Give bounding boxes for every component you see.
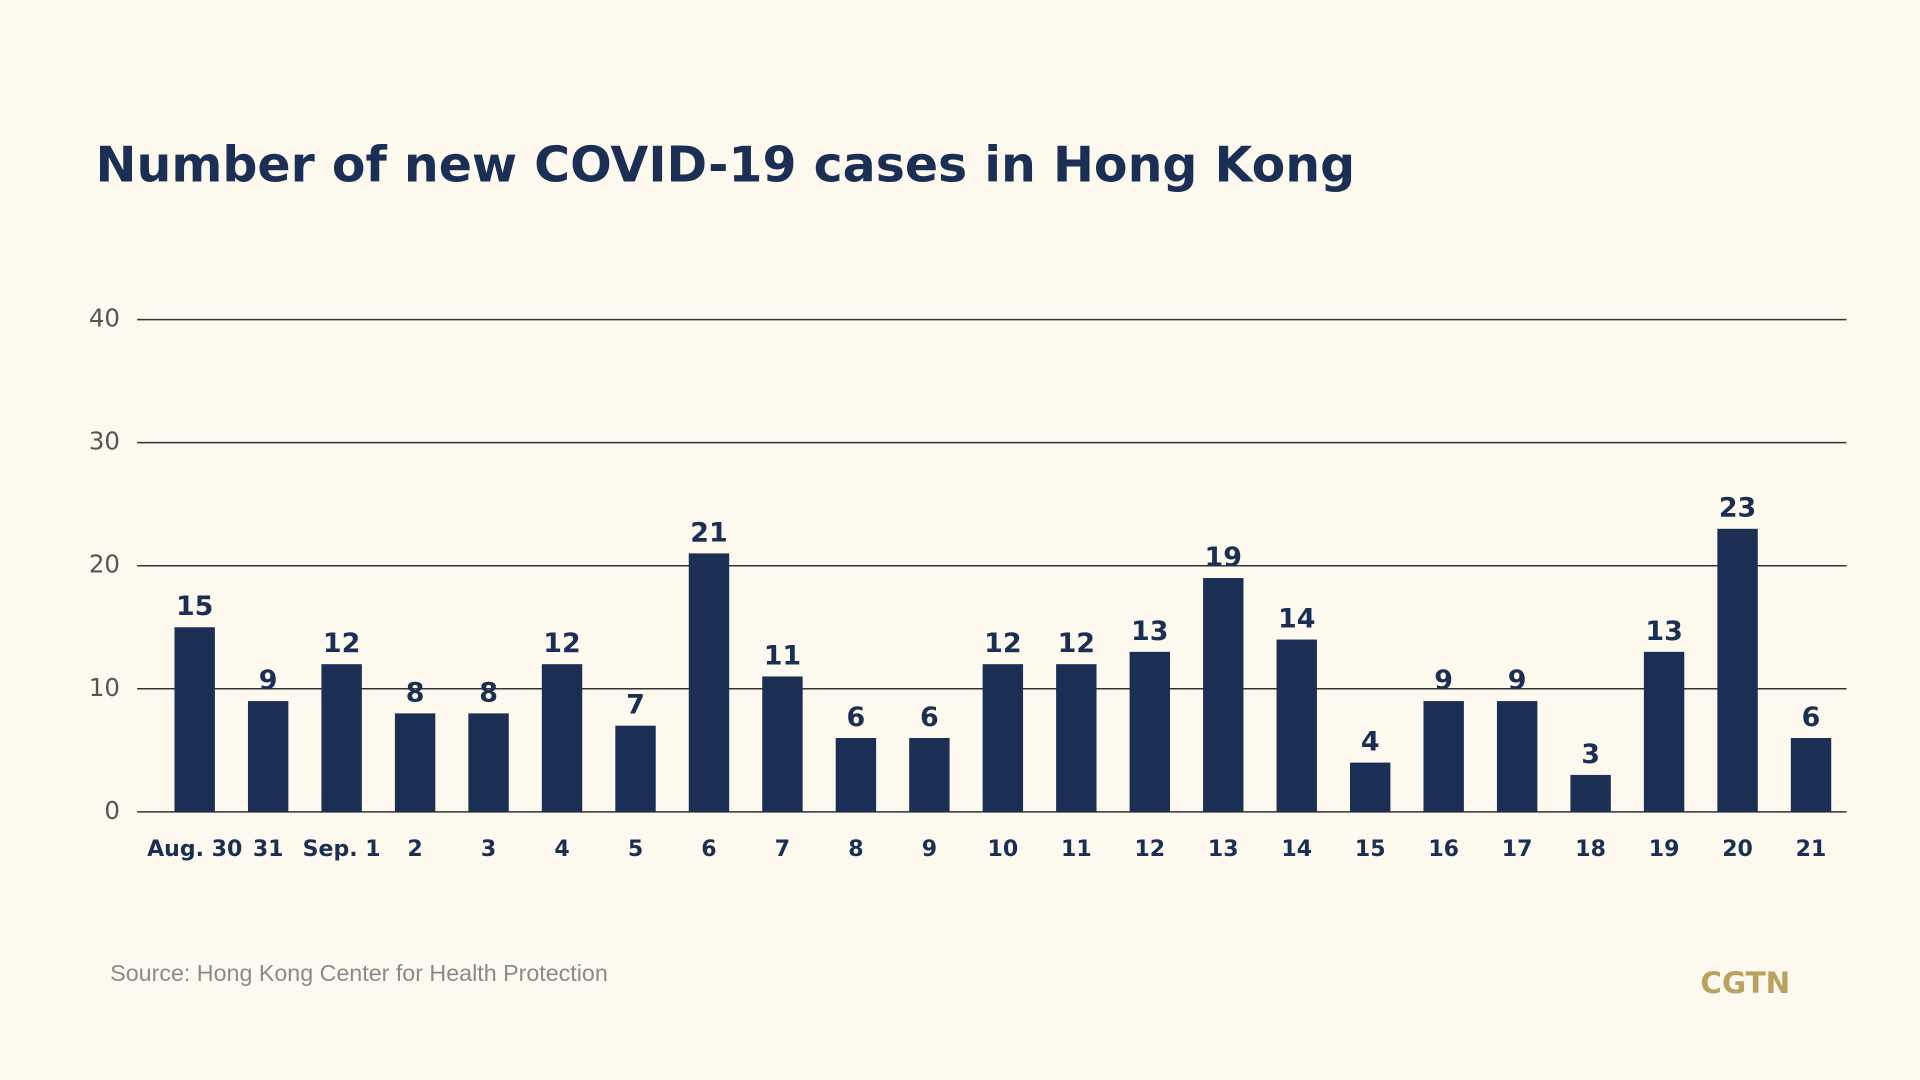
x-tick-label: 10: [988, 837, 1019, 862]
bar: [762, 676, 803, 812]
bar: [1203, 578, 1244, 812]
x-tick-label: 13: [1208, 837, 1239, 862]
source: Source: Hong Kong Center for Health Prot…: [110, 960, 608, 986]
bar: [1423, 701, 1464, 812]
value-label: 11: [764, 640, 801, 671]
x-tick-label: 31: [253, 837, 284, 862]
bar: [1129, 651, 1170, 812]
x-tick-label: 17: [1502, 837, 1533, 862]
bar: [982, 664, 1024, 812]
value-label: 6: [920, 702, 939, 733]
bar: [835, 738, 877, 812]
chart-title: Number of new COVID-19 cases in Hong Kon…: [96, 136, 1356, 193]
value-label: 12: [323, 628, 360, 659]
value-label: 21: [690, 517, 727, 548]
bar: [1717, 528, 1758, 812]
bar: [247, 701, 289, 812]
value-label: 8: [406, 677, 425, 708]
value-label: 6: [1802, 702, 1821, 733]
value-label: 6: [847, 702, 866, 733]
bar: [321, 664, 362, 812]
bar: [541, 664, 583, 812]
y-tick-label: 10: [89, 673, 120, 702]
value-label: 13: [1131, 616, 1168, 647]
x-tick-label: 9: [922, 837, 937, 862]
bar: [1056, 664, 1097, 812]
value-label: 23: [1719, 493, 1756, 524]
bar: [1276, 639, 1317, 812]
bar: [394, 713, 436, 812]
logo: CGTN: [1700, 966, 1790, 1000]
value-label: 15: [176, 591, 213, 622]
bar: [615, 725, 656, 812]
bar: [1790, 738, 1832, 812]
value-label: 14: [1278, 603, 1315, 634]
bar: [1570, 774, 1611, 812]
value-label: 9: [259, 665, 278, 696]
x-tick-label: Aug. 30: [147, 837, 242, 862]
x-tick-label: 2: [407, 837, 422, 862]
value-label: 12: [984, 628, 1021, 659]
x-tick-label: Sep. 1: [303, 837, 381, 862]
y-tick-label: 30: [89, 427, 120, 456]
value-label: 19: [1205, 542, 1242, 573]
x-tick-label: 14: [1281, 837, 1312, 862]
bar: [909, 738, 950, 812]
x-tick-label: 20: [1722, 837, 1753, 862]
value-label: 12: [1058, 628, 1095, 659]
x-tick-label: 3: [481, 837, 496, 862]
value-label: 12: [543, 628, 580, 659]
x-tick-label: 19: [1649, 837, 1680, 862]
bar: [1496, 701, 1538, 812]
bar: [174, 627, 215, 812]
x-tick-label: 7: [775, 837, 790, 862]
x-tick-label: 16: [1428, 837, 1459, 862]
value-label: 9: [1434, 665, 1453, 696]
x-tick-label: 8: [848, 837, 863, 862]
value-label: 7: [626, 690, 645, 721]
x-tick-label: 5: [628, 837, 643, 862]
x-tick-label: 18: [1575, 837, 1606, 862]
value-label: 3: [1581, 739, 1600, 770]
bar: [1350, 762, 1391, 812]
bar: [1643, 651, 1685, 812]
x-tick-label: 21: [1796, 837, 1827, 862]
value-label: 4: [1361, 727, 1380, 758]
x-tick-label: 12: [1134, 837, 1165, 862]
bar: [468, 713, 509, 812]
x-tick-label: 4: [554, 837, 569, 862]
y-tick-label: 40: [89, 304, 120, 333]
bar: [688, 553, 730, 812]
y-tick-label: 20: [89, 550, 120, 579]
x-tick-label: 6: [701, 837, 716, 862]
x-tick-label: 11: [1061, 837, 1092, 862]
y-tick-label: 0: [104, 796, 120, 825]
value-label: 13: [1645, 616, 1682, 647]
value-label: 9: [1508, 665, 1527, 696]
x-tick-label: 15: [1355, 837, 1386, 862]
value-label: 8: [479, 677, 498, 708]
